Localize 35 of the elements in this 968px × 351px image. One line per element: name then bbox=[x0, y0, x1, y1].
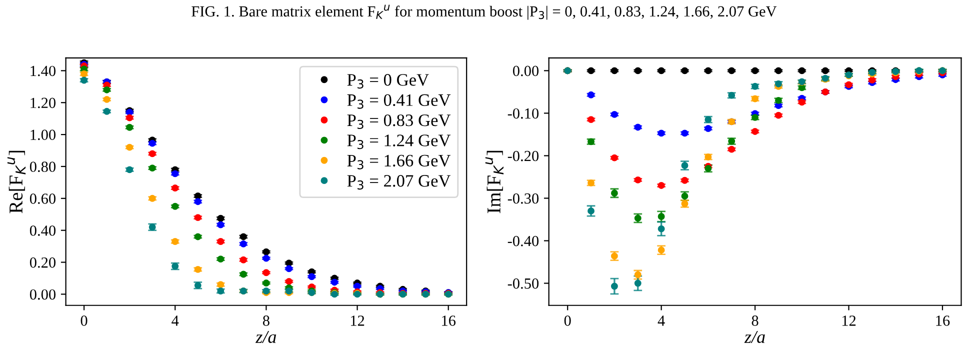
legend-label: P$_{3}$ = 2.07 GeV bbox=[347, 175, 451, 190]
legend-label: P$_{3}$ = 0.83 GeV bbox=[347, 114, 451, 130]
y-tick-label: 0.60 bbox=[30, 194, 56, 204]
y-tick-label: -0.30 bbox=[508, 193, 539, 204]
x-tick-label: 12 bbox=[842, 316, 856, 326]
y-tick-label: 0.00 bbox=[512, 66, 539, 76]
x-tick-label: 16 bbox=[442, 316, 456, 326]
x-tick-label: 8 bbox=[262, 316, 270, 326]
legend-label: P$_{3}$ = 1.66 GeV bbox=[347, 154, 451, 170]
y-tick-label: 1.40 bbox=[30, 66, 56, 76]
x-tick-label: 4 bbox=[172, 316, 179, 326]
y-axis-title: Im[F$_{K}$$^{u}$] bbox=[485, 150, 504, 214]
x-tick-label: 16 bbox=[936, 316, 950, 326]
y-axis-title: Re[F$_{K}$$^{u}$] bbox=[7, 150, 26, 214]
x-tick-label: 8 bbox=[752, 316, 758, 326]
y-tick-label: -0.10 bbox=[508, 108, 539, 119]
y-tick-label: -0.20 bbox=[508, 150, 539, 162]
x-axis-title: z/a bbox=[744, 330, 765, 344]
y-tick-label: -0.50 bbox=[508, 278, 539, 289]
y-tick-label: 1.20 bbox=[30, 98, 56, 108]
legend-label: P$_{3}$ = 0 GeV bbox=[347, 74, 429, 89]
x-tick-label: 0 bbox=[564, 316, 571, 326]
x-tick-label: 0 bbox=[80, 316, 88, 326]
caption: FIG. 1. Bare matrix element F$_{K}$$^{u}$ for momentum boost |P$_{3}$| = 0, 0.41, 0.83, 1.24, 1.66, 2.07 GeV bbox=[192, 4, 777, 20]
x-tick-label: 12 bbox=[350, 316, 364, 326]
legend-label: P$_{3}$ = 1.24 GeV bbox=[347, 134, 451, 150]
y-tick-label: -0.40 bbox=[508, 236, 539, 246]
y-tick-label: 1.00 bbox=[30, 130, 56, 140]
y-tick-label: 0.80 bbox=[30, 162, 56, 172]
y-tick-label: 0.20 bbox=[30, 257, 56, 268]
legend-label: P$_{3}$ = 0.41 GeV bbox=[347, 94, 451, 109]
x-axis-title: z/a bbox=[255, 330, 276, 344]
y-tick-label: 0.40 bbox=[30, 225, 56, 236]
x-tick-label: 4 bbox=[658, 316, 665, 326]
y-tick-label: 0.00 bbox=[30, 289, 56, 300]
